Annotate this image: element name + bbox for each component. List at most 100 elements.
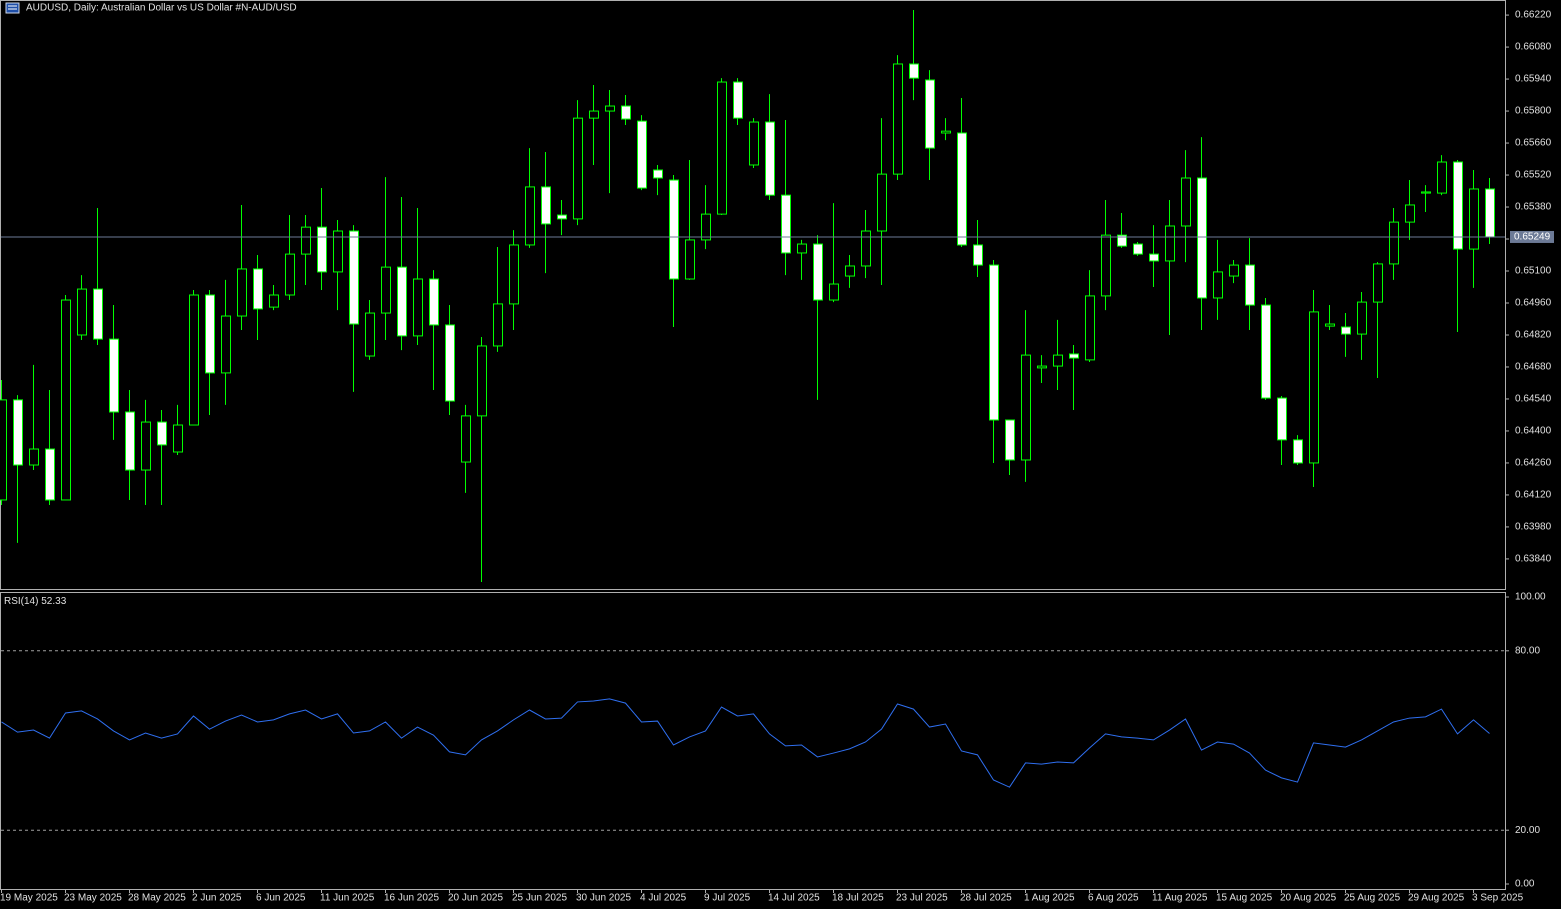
candle-body [1085, 295, 1095, 361]
candle-body [829, 283, 839, 301]
y-tick-label: 0.64960 [1515, 298, 1552, 309]
y-tick-label: 0.64820 [1515, 330, 1552, 341]
x-tick-label: 29 Aug 2025 [1408, 893, 1465, 904]
y-tick-label: 0.63980 [1515, 522, 1552, 533]
x-tick-label: 6 Aug 2025 [1088, 893, 1139, 904]
chart-title: AUDUSD, Daily: Australian Dollar vs US D… [26, 3, 297, 14]
rsi-title: RSI(14) 52.33 [4, 596, 67, 607]
candle-body [749, 121, 759, 166]
rsi-line [1, 698, 1490, 788]
y-tick-label: 0.64260 [1515, 458, 1552, 469]
candle-body [45, 448, 55, 501]
candle-body [1181, 177, 1191, 227]
candle-body [1213, 271, 1223, 299]
candle-body [957, 132, 967, 246]
x-tick-label: 18 Jul 2025 [832, 893, 884, 904]
y-tick-label: 0.65380 [1515, 202, 1552, 213]
candle-body [1309, 311, 1319, 464]
candle-body [1405, 204, 1415, 223]
candle-body [1389, 221, 1399, 265]
candle-body [589, 110, 599, 119]
x-tick-label: 19 May 2025 [0, 893, 58, 904]
candle-body [1373, 263, 1383, 303]
x-tick-label: 23 Jul 2025 [896, 893, 948, 904]
x-tick-label: 15 Aug 2025 [1216, 893, 1273, 904]
y-tick-label: 0.65520 [1515, 170, 1552, 181]
candle-body [173, 424, 183, 453]
candle-body [77, 288, 87, 336]
candle-body [365, 312, 375, 357]
candle-body [157, 421, 167, 446]
candle-body [669, 179, 679, 280]
candle-body [61, 299, 71, 501]
candle-body [733, 81, 743, 119]
candle-body [973, 244, 983, 266]
last-price-label: 0.65249 [1514, 232, 1551, 243]
candle-body [509, 244, 519, 305]
candle-body [685, 239, 695, 280]
y-tick-label: 0.66080 [1515, 42, 1552, 53]
y-tick-label: 0.64680 [1515, 362, 1552, 373]
last-price-box [1510, 230, 1554, 243]
candle-body [0, 399, 7, 501]
candle-body [13, 399, 23, 466]
candle-body [429, 278, 439, 326]
candle-body [1357, 301, 1367, 335]
candle-body [797, 243, 807, 254]
x-tick-label: 14 Jul 2025 [768, 893, 820, 904]
y-tick-label: 0.65940 [1515, 74, 1552, 85]
x-tick-label: 3 Sep 2025 [1472, 893, 1524, 904]
candle-body [621, 105, 631, 120]
candle-body [909, 63, 919, 79]
x-tick-label: 28 May 2025 [128, 893, 186, 904]
candle-body [1069, 353, 1079, 359]
candle-body [1229, 264, 1239, 277]
candle-body [1021, 354, 1031, 461]
candle-body [573, 117, 583, 220]
candles [0, 10, 1495, 583]
x-tick-label: 4 Jul 2025 [640, 893, 687, 904]
candle-body [925, 79, 935, 149]
x-tick-label: 11 Jun 2025 [320, 893, 375, 904]
candle-body [1117, 234, 1127, 247]
y-tick-label: 0.63840 [1515, 554, 1552, 565]
candle-body [93, 288, 103, 340]
candle-body [1341, 326, 1351, 335]
candle-body [1469, 188, 1479, 250]
y-tick-label: 0.64400 [1515, 426, 1552, 437]
candle-body [861, 230, 871, 267]
candle-body [349, 230, 359, 325]
y-tick-label: 0.64120 [1515, 490, 1552, 501]
candle-body [941, 130, 951, 134]
candle-body [205, 294, 215, 374]
candle-body [1277, 397, 1287, 441]
candle-body [1101, 234, 1111, 297]
y-tick-label: 0.00 [1515, 879, 1535, 890]
rsi-pane-frame [0, 592, 1506, 890]
candle-body [989, 264, 999, 421]
x-tick-label: 9 Jul 2025 [704, 893, 751, 904]
candle-body [269, 294, 279, 308]
candle-body [477, 345, 487, 417]
x-tick-label: 25 Aug 2025 [1344, 893, 1401, 904]
candle-body [1293, 439, 1303, 464]
candle-body [493, 303, 503, 347]
candle-body [701, 213, 711, 241]
candle-body [1197, 177, 1207, 299]
y-tick-label: 0.64540 [1515, 394, 1552, 405]
x-tick-label: 23 May 2025 [64, 893, 122, 904]
y-tick-label: 100.00 [1515, 592, 1546, 603]
y-tick-label: 20.00 [1515, 825, 1540, 836]
y-tick-label: 0.66220 [1515, 10, 1552, 21]
candle-body [717, 81, 727, 215]
candle-body [637, 120, 647, 189]
x-tick-label: 2 Jun 2025 [192, 893, 242, 904]
price-pane-frame [0, 0, 1506, 590]
x-tick-label: 1 Aug 2025 [1024, 893, 1075, 904]
candle-body [525, 186, 535, 246]
candle-body [333, 230, 343, 273]
y-tick-label: 80.00 [1515, 645, 1540, 656]
